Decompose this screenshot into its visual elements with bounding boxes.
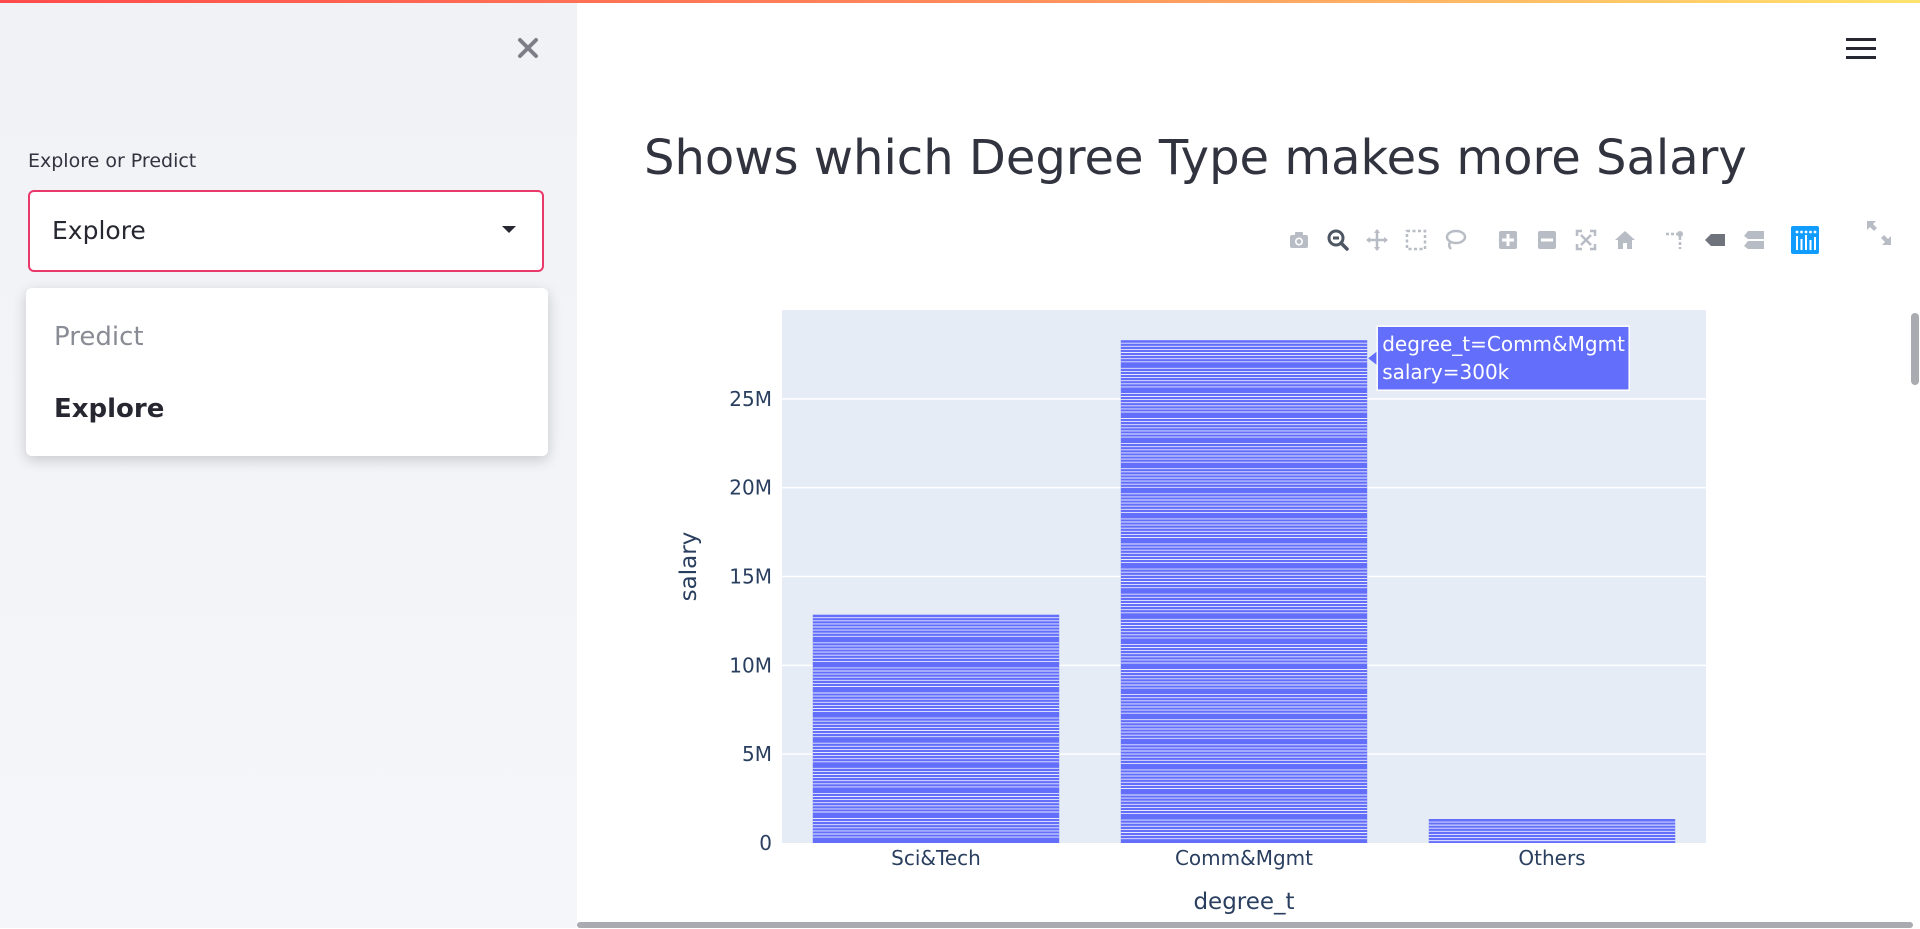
sidebar: Explore or Predict Explore Predict Explo…: [0, 0, 577, 928]
plotly-logo-icon: [1791, 226, 1819, 254]
dropdown-option-predict[interactable]: Predict: [54, 322, 144, 352]
y-tick-label: 15M: [729, 565, 772, 589]
select-dropdown-menu: Predict Explore: [26, 288, 548, 456]
y-tick-label: 5M: [742, 742, 772, 766]
close-sidebar-button[interactable]: [510, 30, 546, 66]
close-icon: [518, 38, 538, 58]
zoom-button[interactable]: [1324, 226, 1352, 254]
spike-lines-button[interactable]: [1662, 226, 1690, 254]
select-label: Explore or Predict: [28, 150, 197, 172]
bar-others[interactable]: [1428, 819, 1676, 843]
camera-icon: [1290, 232, 1308, 248]
x-tick-label: Others: [1518, 846, 1585, 870]
zoom-in-icon: [1499, 231, 1517, 249]
tooltip-line-value: salary=300k: [1382, 360, 1509, 384]
bar-chart: 0 5M 10M 15M 20M 25M Sci&Tech Comm&Mgmt Others de…: [660, 295, 1790, 925]
zoom-in-button[interactable]: [1494, 226, 1522, 254]
lasso-select-button[interactable]: [1441, 226, 1469, 254]
horizontal-scrollbar[interactable]: [577, 922, 1913, 928]
caret-down-icon: [502, 226, 516, 233]
bar-fill: [1120, 340, 1368, 843]
explore-predict-select[interactable]: Explore: [28, 190, 544, 272]
page-title: Shows which Degree Type makes more Salar…: [644, 130, 1747, 186]
plotly-logo-button[interactable]: [1791, 226, 1819, 254]
hamburger-line: [1846, 56, 1876, 59]
download-png-button[interactable]: [1285, 226, 1313, 254]
autoscale-button[interactable]: [1572, 226, 1600, 254]
chart-modebar: [1285, 222, 1830, 258]
expand-icon: [1867, 221, 1891, 245]
x-tick-label: Sci&Tech: [891, 846, 981, 870]
lasso-select-icon: [1445, 229, 1467, 250]
chart-svg: 0 5M 10M 15M 20M 25M Sci&Tech Comm&Mgmt Others de…: [676, 310, 1706, 915]
y-tick-label: 25M: [729, 387, 772, 411]
autoscale-icon: [1575, 229, 1597, 251]
hover-compare-button[interactable]: [1740, 226, 1768, 254]
hover-closest-button[interactable]: [1701, 226, 1729, 254]
y-tick-label: 0: [759, 831, 772, 855]
hamburger-line: [1846, 47, 1876, 50]
pan-button[interactable]: [1363, 226, 1391, 254]
x-axis-title: degree_t: [1193, 889, 1294, 915]
y-tick-label: 10M: [729, 653, 772, 677]
y-tick-label: 20M: [729, 476, 772, 500]
bar-comm-mgmt[interactable]: [1120, 340, 1368, 843]
bar-fill: [812, 614, 1060, 843]
zoom-icon: [1327, 229, 1349, 251]
box-select-icon: [1405, 229, 1427, 251]
tooltip-box: [1376, 325, 1630, 391]
hamburger-line: [1846, 38, 1876, 41]
spike-lines-icon: [1666, 231, 1683, 249]
tooltip-line-category: degree_t=Comm&Mgmt: [1382, 332, 1625, 356]
select-current-value: Explore: [52, 216, 146, 245]
dropdown-option-explore[interactable]: Explore: [54, 394, 165, 424]
tooltip-pointer: [1368, 351, 1378, 366]
main-menu-button[interactable]: [1846, 38, 1876, 64]
fullscreen-button[interactable]: [1864, 218, 1894, 248]
vertical-scrollbar-thumb[interactable]: [1911, 313, 1919, 385]
hover-compare-icon: [1744, 231, 1764, 249]
reset-axes-icon: [1615, 231, 1635, 249]
zoom-out-button[interactable]: [1533, 226, 1561, 254]
pan-icon: [1366, 229, 1388, 251]
y-axis-title: salary: [676, 532, 702, 602]
box-select-button[interactable]: [1402, 226, 1430, 254]
hover-closest-icon: [1705, 234, 1725, 246]
top-decoration-bar: [0, 0, 1920, 3]
reset-axes-button[interactable]: [1611, 226, 1639, 254]
x-tick-label: Comm&Mgmt: [1175, 846, 1313, 870]
zoom-out-icon: [1538, 231, 1556, 249]
bar-sci-tech[interactable]: [812, 614, 1060, 843]
